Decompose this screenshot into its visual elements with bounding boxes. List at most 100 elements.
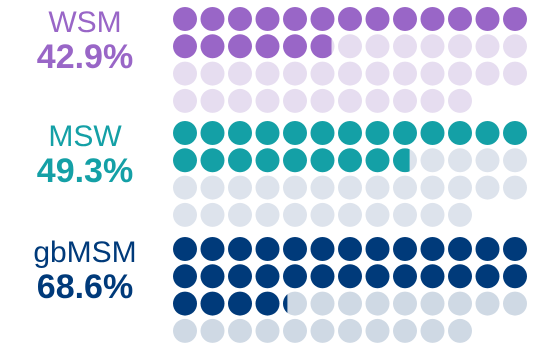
waffle-dot-filled [173, 34, 197, 59]
waffle-dot-empty [365, 291, 390, 316]
waffle-dot-empty [393, 318, 417, 343]
waffle-dot-empty [200, 202, 225, 227]
waffle-dot-filled [420, 121, 445, 145]
waffle-dot-empty [228, 61, 252, 86]
waffle-dot-filled [310, 264, 335, 289]
waffle-dot-filled [365, 264, 390, 289]
waffle-dot-filled [283, 121, 307, 145]
waffle-dot-empty [448, 34, 472, 59]
waffle-dot-filled [420, 264, 445, 289]
waffle-dot-filled [283, 148, 307, 173]
waffle-dot-filled [255, 148, 280, 173]
waffle-dot-empty [338, 34, 362, 59]
waffle-dot-empty [283, 202, 307, 227]
waffle-dot-empty [420, 34, 445, 59]
waffle-dot-empty [365, 202, 390, 227]
waffle-dot-empty [448, 291, 472, 316]
waffle-dot-filled [503, 237, 527, 261]
waffle-dot-empty [283, 175, 307, 200]
waffle-dot-filled [200, 264, 225, 289]
waffle-dot-empty [283, 61, 307, 86]
waffle-dot-empty [475, 61, 500, 86]
waffle-dot-empty [503, 291, 527, 316]
waffle-dot-empty [173, 88, 197, 113]
waffle-dot-filled [200, 291, 225, 316]
waffle-dot-empty [310, 202, 335, 227]
waffle-dot-empty [448, 318, 472, 343]
waffle-dot-empty [448, 175, 472, 200]
waffle-dot-empty [393, 291, 417, 316]
waffle-dot-empty [338, 175, 362, 200]
waffle-dot-filled [393, 237, 417, 261]
waffle-dot-empty [338, 61, 362, 86]
waffle-dot-filled [365, 7, 390, 31]
waffle-dot-filled [448, 7, 472, 31]
waffle-dot-filled [448, 121, 472, 145]
group-name: MSW [48, 120, 122, 153]
waffle-dot-filled [228, 237, 252, 261]
waffle-dot-filled [200, 121, 225, 145]
group-percent: 68.6% [36, 268, 134, 306]
waffle-dot-filled [393, 264, 417, 289]
group-percent: 42.9% [36, 38, 134, 76]
waffle-dot-empty [228, 318, 252, 343]
group-percent: 49.3% [36, 152, 134, 190]
waffle-dot-filled [173, 148, 197, 173]
waffle-dot-filled [503, 7, 527, 31]
waffle-dot-empty [338, 291, 362, 316]
group-name: gbMSM [33, 236, 137, 269]
waffle-dot-empty [503, 34, 527, 59]
waffle-dot-empty [365, 61, 390, 86]
waffle-dot-filled [255, 7, 280, 31]
waffle-dot-empty [475, 175, 500, 200]
waffle-dot-filled [475, 121, 500, 145]
waffle-dot-partial [283, 294, 288, 313]
waffle-dot-filled [255, 121, 280, 145]
waffle-dot-empty [310, 318, 335, 343]
waffle-dot-empty [365, 34, 390, 59]
waffle-dot-filled [338, 237, 362, 261]
waffle-dot-filled [228, 264, 252, 289]
waffle-dot-filled [338, 148, 362, 173]
group-label-msw: MSW 49.3% [0, 120, 170, 190]
waffle-dot-empty [255, 88, 280, 113]
waffle-dot-empty [200, 88, 225, 113]
waffle-dot-filled [393, 121, 417, 145]
waffle-dot-filled [503, 121, 527, 145]
waffle-dot-filled [173, 237, 197, 261]
waffle-dot-filled [200, 237, 225, 261]
waffle-dot-empty [200, 175, 225, 200]
waffle-dot-empty [255, 318, 280, 343]
waffle-dot-filled [200, 7, 225, 31]
waffle-dot-empty [393, 34, 417, 59]
waffle-dot-empty [393, 175, 417, 200]
waffle-dot-filled [420, 237, 445, 261]
waffle-dot-empty [173, 318, 197, 343]
waffle-dot-empty [255, 175, 280, 200]
waffle-dot-filled [228, 291, 252, 316]
waffle-dot-filled [255, 237, 280, 261]
waffle-dot-empty [228, 202, 252, 227]
group-name: WSM [48, 6, 122, 39]
waffle-dot-empty [475, 34, 500, 59]
waffle-dot-empty [420, 318, 445, 343]
waffle-dot-filled [310, 237, 335, 261]
waffle-group-msw [173, 121, 527, 227]
waffle-dot-filled [228, 121, 252, 145]
waffle-dot-empty [173, 61, 197, 86]
waffle-dot-empty [420, 175, 445, 200]
waffle-dot-filled [173, 291, 197, 316]
waffle-dot-empty [393, 202, 417, 227]
waffle-dot-empty [503, 175, 527, 200]
waffle-dot-filled [283, 264, 307, 289]
waffle-dot-empty [228, 88, 252, 113]
waffle-dot-empty [338, 202, 362, 227]
waffle-dot-empty [200, 318, 225, 343]
waffle-dot-filled [255, 34, 280, 59]
waffle-dot-empty [173, 202, 197, 227]
waffle-dot-empty [503, 148, 527, 173]
waffle-dot-empty [393, 88, 417, 113]
waffle-dot-filled [255, 291, 280, 316]
waffle-dot-filled [173, 121, 197, 145]
